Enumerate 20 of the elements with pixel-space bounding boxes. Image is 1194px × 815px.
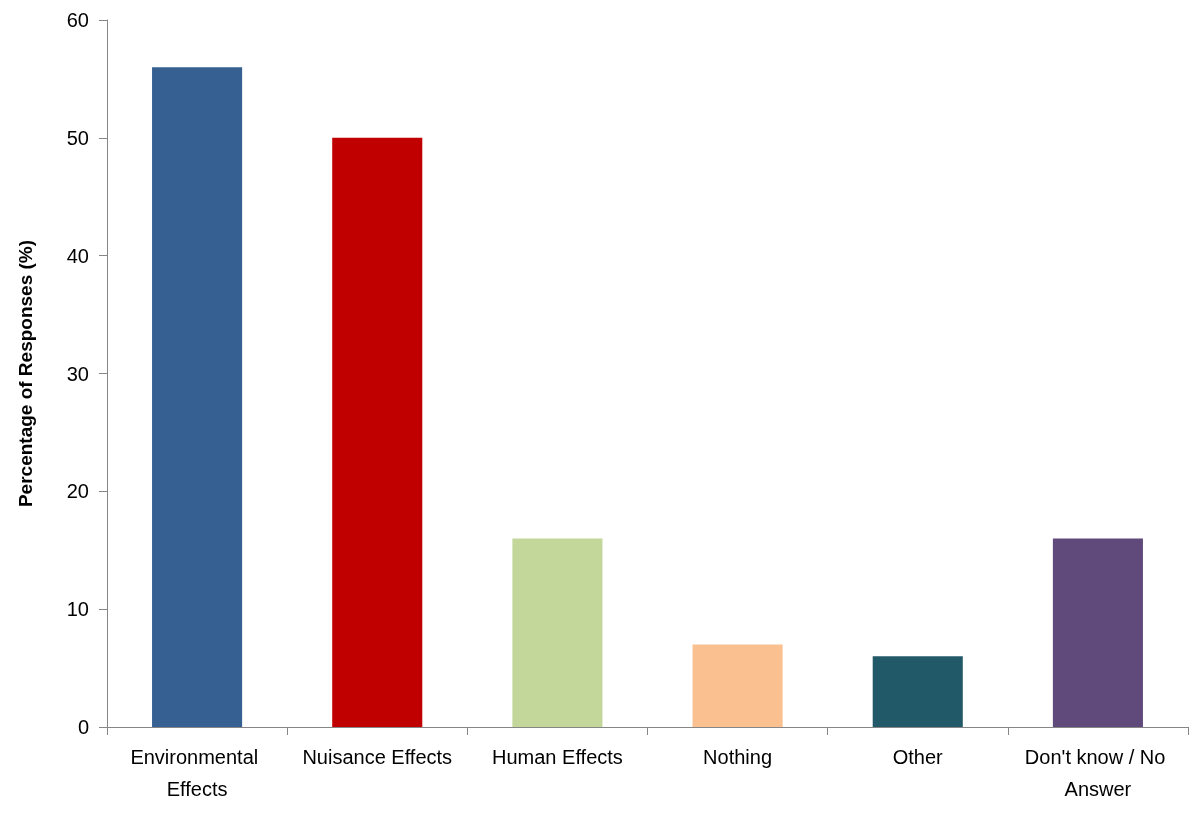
y-tick-label: 0 [77,716,89,738]
bar [872,656,963,727]
y-tick-label: 20 [66,480,89,503]
y-tick-label: 40 [66,244,89,267]
bar [1052,538,1143,727]
y-tick-label: 50 [66,126,89,149]
bar [692,644,783,727]
y-tick-label: 60 [66,9,89,31]
x-tick-label: Human Effects [492,746,623,768]
x-tick-label: Don't know / No Answer [1024,746,1171,800]
x-tick-label: Other [892,746,944,768]
y-axis-title: Percentage of Responses (%) [15,239,36,508]
bar [152,67,243,727]
y-tick-label: 30 [66,362,89,385]
y-tick-label: 10 [66,598,89,621]
x-tick-label: Environmental Effects [130,746,264,800]
bar [512,538,603,727]
x-tick-label: Nuisance Effects [302,746,453,768]
x-tick-label: Nothing [703,746,773,768]
bar [332,137,423,727]
